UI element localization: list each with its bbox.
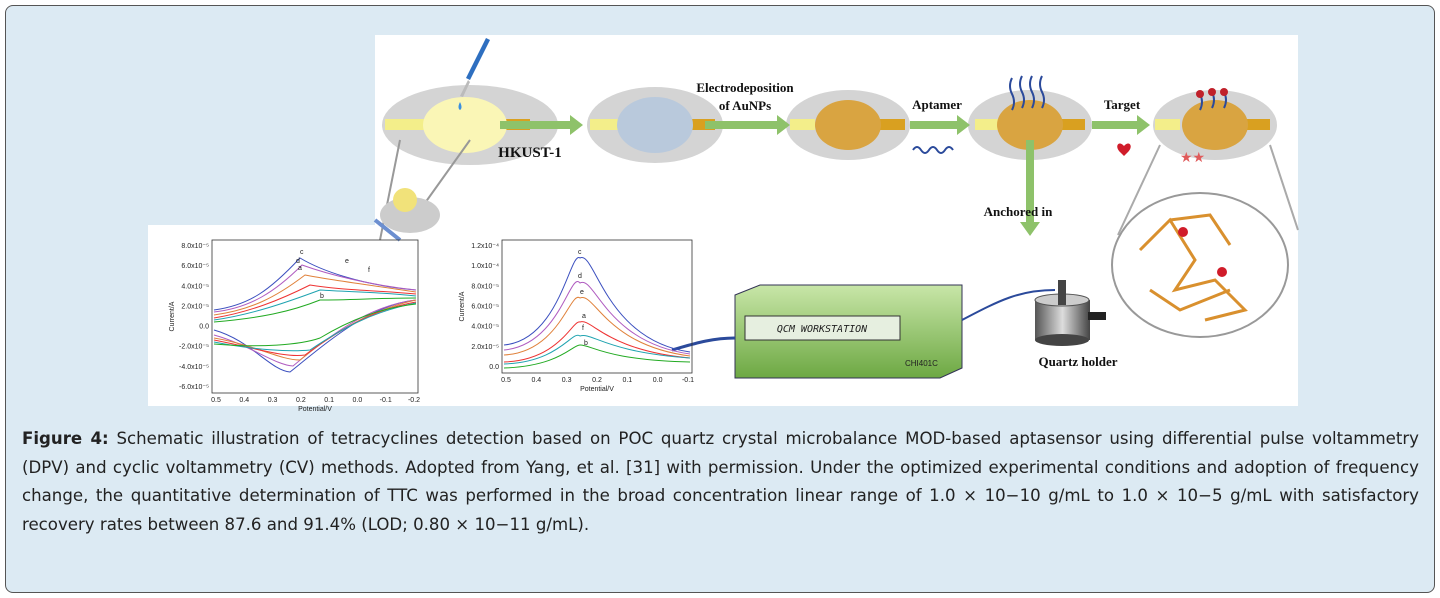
- y-tick-label: 4.0x10⁻⁵: [471, 324, 499, 331]
- x-tick-label: 0.4: [531, 377, 541, 384]
- x-tick-label: 0.1: [324, 397, 334, 404]
- step-label: Electrodeposition: [696, 80, 794, 95]
- curve-label: f: [582, 325, 584, 332]
- x-axis-label: Potential/V: [580, 386, 614, 393]
- electrode: [587, 87, 723, 163]
- step-label: Aptamer: [912, 97, 962, 112]
- step-label: Anchored in: [984, 204, 1054, 219]
- y-tick-label: 2.0x10⁻⁵: [181, 303, 209, 310]
- y-tick-label: 0.0: [489, 364, 499, 371]
- curve-label: d: [578, 273, 582, 280]
- curve-label: a: [582, 313, 586, 320]
- y-tick-label: 4.0x10⁻⁵: [181, 283, 209, 290]
- y-tick-label: 8.0x10⁻⁵: [471, 283, 499, 290]
- caption-label: Figure 4:: [22, 429, 109, 448]
- y-tick-label: -6.0x10⁻⁵: [179, 384, 209, 391]
- step-label: HKUST-1: [498, 145, 562, 161]
- y-tick-label: 1.2x10⁻⁴: [471, 243, 499, 250]
- x-tick-label: 0.5: [501, 377, 511, 384]
- y-tick-label: 1.0x10⁻⁴: [471, 263, 499, 270]
- y-tick-label: 6.0x10⁻⁵: [471, 304, 499, 311]
- x-tick-label: -0.1: [682, 377, 694, 384]
- curve-label: e: [580, 289, 584, 296]
- y-tick-label: 8.0x10⁻⁵: [181, 243, 209, 250]
- x-tick-label: 0.4: [239, 397, 249, 404]
- caption: Figure 4: Schematic illustration of tetr…: [22, 425, 1419, 539]
- y-tick-label: 0.0: [199, 324, 209, 331]
- y-tick-label: -2.0x10⁻⁵: [179, 344, 209, 351]
- x-tick-label: -0.2: [408, 397, 420, 404]
- step-label: Target: [1104, 97, 1141, 112]
- x-tick-label: 0.0: [653, 377, 663, 384]
- workstation-label: QCM WORKSTATION: [777, 324, 868, 335]
- curve-label: b: [584, 340, 588, 347]
- curve-label: e: [345, 258, 349, 265]
- y-tick-label: 6.0x10⁻⁵: [181, 263, 209, 270]
- curve-label: f: [368, 267, 370, 274]
- curve-label: b: [320, 293, 324, 300]
- model-label: CHI401C: [905, 359, 938, 368]
- x-tick-label: 0.2: [296, 397, 306, 404]
- y-axis-label: Current/A: [169, 301, 176, 331]
- y-tick-label: -4.0x10⁻⁵: [179, 364, 209, 371]
- step-label: of AuNPs: [719, 98, 771, 113]
- stars: ★★: [1180, 151, 1205, 166]
- x-tick-label: 0.3: [562, 377, 572, 384]
- y-axis-label: Current/A: [459, 291, 466, 321]
- x-tick-label: 0.0: [353, 397, 363, 404]
- y-tick-label: 2.0x10⁻⁵: [471, 344, 499, 351]
- x-tick-label: 0.1: [622, 377, 632, 384]
- curve-label: d: [296, 258, 300, 265]
- curve-label: c: [300, 249, 304, 256]
- curve-label: a: [298, 265, 302, 272]
- holder-label: Quartz holder: [1038, 354, 1117, 369]
- x-tick-label: 0.2: [592, 377, 602, 384]
- electrode: [786, 90, 910, 160]
- caption-text: Schematic illustration of tetracyclines …: [22, 429, 1419, 534]
- x-tick-label: -0.1: [380, 397, 392, 404]
- x-tick-label: 0.3: [268, 397, 278, 404]
- curve-label: c: [578, 249, 582, 256]
- x-axis-label: Potential/V: [298, 406, 332, 413]
- x-tick-label: 0.5: [211, 397, 221, 404]
